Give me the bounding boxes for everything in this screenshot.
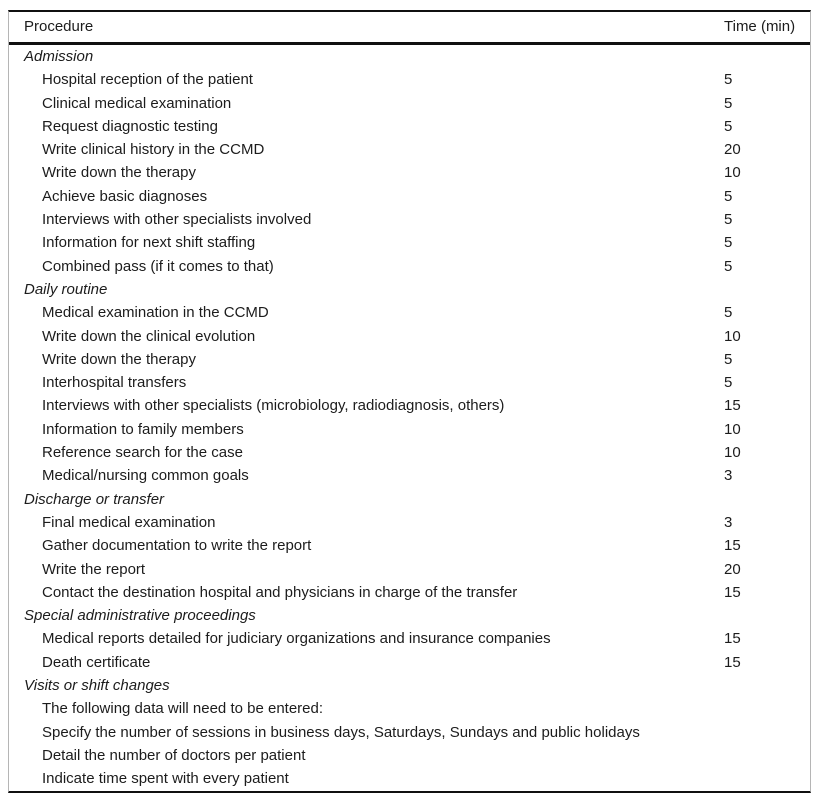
column-header-procedure: Procedure bbox=[24, 18, 94, 35]
procedure-row: Medical/nursing common goals 3 bbox=[9, 464, 810, 487]
procedure-row: Achieve basic diagnoses 5 bbox=[9, 185, 810, 208]
procedure-row: The following data will need to be enter… bbox=[9, 697, 810, 720]
section-row: Visits or shift changes bbox=[9, 674, 810, 697]
time-cell: 5 bbox=[724, 94, 733, 112]
procedure-cell: Medical/nursing common goals bbox=[42, 467, 249, 485]
procedure-row: Detail the number of doctors per patient bbox=[9, 744, 810, 767]
procedure-row: Clinical medical examination 5 bbox=[9, 92, 810, 115]
procedure-row: Write down the therapy 5 bbox=[9, 348, 810, 371]
procedure-cell: Combined pass (if it comes to that) bbox=[42, 257, 274, 275]
procedure-row: Contact the destination hospital and phy… bbox=[9, 581, 810, 604]
procedure-cell: Final medical examination bbox=[42, 513, 216, 531]
procedure-cell: Specify the number of sessions in busine… bbox=[42, 723, 640, 741]
procedure-cell: The following data will need to be enter… bbox=[42, 700, 324, 718]
time-cell: 5 bbox=[724, 234, 733, 252]
time-cell: 15 bbox=[724, 537, 741, 555]
procedure-cell: Write the report bbox=[42, 560, 146, 578]
procedure-row: Indicate time spent with every patient bbox=[9, 767, 810, 790]
time-cell: 3 bbox=[724, 513, 733, 531]
procedure-cell: Contact the destination hospital and phy… bbox=[42, 583, 518, 601]
procedure-cell: Medical examination in the CCMD bbox=[42, 304, 269, 322]
procedure-cell: Write down the therapy bbox=[42, 350, 196, 368]
section-row: Special administrative proceedings bbox=[9, 604, 810, 627]
procedure-cell: Information to family members bbox=[42, 420, 244, 438]
time-cell: 3 bbox=[724, 467, 733, 485]
column-header-time: Time (min) bbox=[724, 18, 796, 35]
procedure-cell: Information for next shift staffing bbox=[42, 234, 256, 252]
time-cell: 5 bbox=[724, 211, 733, 229]
procedure-cell: Achieve basic diagnoses bbox=[42, 187, 208, 205]
time-cell: 10 bbox=[724, 164, 741, 182]
time-cell: 5 bbox=[724, 350, 733, 368]
procedure-cell: Interviews with other specialists (micro… bbox=[42, 397, 505, 415]
time-cell: 15 bbox=[724, 630, 741, 648]
procedure-cell: Write down the therapy bbox=[42, 164, 196, 182]
section-row: Admission bbox=[9, 45, 810, 68]
section-row: Discharge or transfer bbox=[9, 488, 810, 511]
time-cell: 5 bbox=[724, 304, 733, 322]
time-cell: 5 bbox=[724, 117, 733, 135]
time-cell: 5 bbox=[724, 257, 733, 275]
procedure-row: Specify the number of sessions in busine… bbox=[9, 721, 810, 744]
time-cell: 10 bbox=[724, 327, 741, 345]
procedure-row: Final medical examination 3 bbox=[9, 511, 810, 534]
table-header-row: Procedure Time (min) bbox=[9, 12, 810, 45]
table-body: Admission Hospital reception of the patie… bbox=[9, 45, 810, 791]
time-cell: 5 bbox=[724, 374, 733, 392]
procedure-cell: Indicate time spent with every patient bbox=[42, 770, 289, 788]
time-cell: 20 bbox=[724, 141, 741, 159]
time-cell: 5 bbox=[724, 71, 733, 89]
procedure-row: Gather documentation to write the report… bbox=[9, 534, 810, 557]
procedure-cell: Reference search for the case bbox=[42, 444, 243, 462]
procedure-cell: Detail the number of doctors per patient bbox=[42, 746, 306, 764]
section-title: Visits or shift changes bbox=[24, 677, 170, 695]
time-cell: 15 bbox=[724, 397, 741, 415]
procedure-row: Medical reports detailed for judiciary o… bbox=[9, 627, 810, 650]
procedure-row: Information to family members 10 bbox=[9, 418, 810, 441]
procedure-row: Reference search for the case 10 bbox=[9, 441, 810, 464]
procedure-cell: Interviews with other specialists involv… bbox=[42, 211, 312, 229]
procedure-cell: Request diagnostic testing bbox=[42, 117, 218, 135]
procedure-cell: Clinical medical examination bbox=[42, 94, 232, 112]
time-cell: 15 bbox=[724, 653, 741, 671]
procedure-row: Information for next shift staffing 5 bbox=[9, 231, 810, 254]
procedure-cell: Hospital reception of the patient bbox=[42, 71, 253, 89]
procedure-row: Write down the clinical evolution 10 bbox=[9, 325, 810, 348]
procedure-cell: Interhospital transfers bbox=[42, 374, 187, 392]
procedure-row: Interviews with other specialists involv… bbox=[9, 208, 810, 231]
procedure-cell: Write down the clinical evolution bbox=[42, 327, 256, 345]
procedure-row: Write clinical history in the CCMD 20 bbox=[9, 138, 810, 161]
procedure-row: Combined pass (if it comes to that) 5 bbox=[9, 255, 810, 278]
section-row: Daily routine bbox=[9, 278, 810, 301]
time-cell: 15 bbox=[724, 583, 741, 601]
procedure-row: Interviews with other specialists (micro… bbox=[9, 394, 810, 417]
procedure-cell: Gather documentation to write the report bbox=[42, 537, 312, 555]
procedure-table: Procedure Time (min) Admission Hospital r… bbox=[8, 10, 811, 793]
procedure-row: Death certificate 15 bbox=[9, 651, 810, 674]
procedure-row: Request diagnostic testing 5 bbox=[9, 115, 810, 138]
time-cell: 20 bbox=[724, 560, 741, 578]
section-title: Special administrative proceedings bbox=[24, 607, 256, 625]
time-cell: 10 bbox=[724, 420, 741, 438]
procedure-row: Write down the therapy 10 bbox=[9, 161, 810, 184]
section-title: Admission bbox=[24, 48, 94, 65]
procedure-cell: Write clinical history in the CCMD bbox=[42, 141, 265, 159]
procedure-cell: Medical reports detailed for judiciary o… bbox=[42, 630, 551, 648]
procedure-row: Interhospital transfers 5 bbox=[9, 371, 810, 394]
procedure-row: Hospital reception of the patient 5 bbox=[9, 68, 810, 91]
section-title: Discharge or transfer bbox=[24, 490, 165, 508]
time-cell: 10 bbox=[724, 444, 741, 462]
section-title: Daily routine bbox=[24, 280, 108, 298]
procedure-row: Medical examination in the CCMD 5 bbox=[9, 301, 810, 324]
procedure-cell: Death certificate bbox=[42, 653, 151, 671]
procedure-row: Write the report 20 bbox=[9, 558, 810, 581]
time-cell: 5 bbox=[724, 187, 733, 205]
